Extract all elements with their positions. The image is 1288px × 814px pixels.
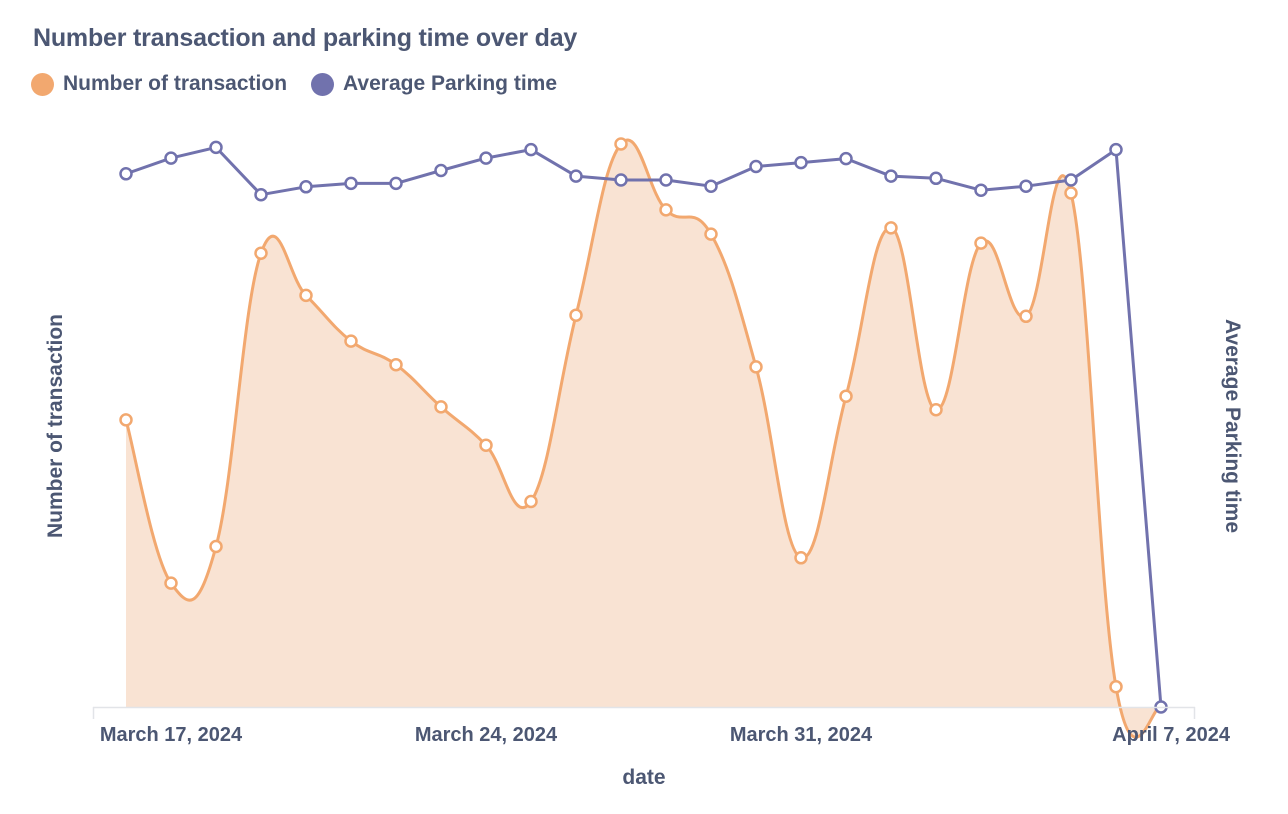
number-of-transaction-point[interactable] (344, 334, 358, 348)
number-of-transaction-line (124, 138, 1163, 739)
legend: Number of transaction Average Parking ti… (31, 72, 581, 96)
number-of-transaction-point[interactable] (164, 576, 178, 590)
average-parking-time-point[interactable] (749, 159, 763, 174)
average-parking-time-point[interactable] (794, 155, 808, 170)
number-of-transaction-point[interactable] (1109, 679, 1123, 694)
axes-layer: March 17, 2024 March 24, 2024 March 31, 20… (92, 706, 1231, 746)
average-parking-time-point[interactable] (659, 173, 673, 187)
number-of-transaction-area (126, 140, 1161, 738)
x-axis-title: date (622, 766, 665, 789)
average-parking-time-point[interactable] (1019, 179, 1033, 193)
average-parking-time-point[interactable] (929, 171, 943, 186)
y-axis-title-left: Number of transaction (44, 314, 67, 538)
average-parking-time-point[interactable] (569, 169, 583, 183)
number-of-transaction-point[interactable] (1064, 186, 1078, 200)
legend-item-parking-time[interactable]: Average Parking time (311, 72, 557, 96)
average-parking-time-point[interactable] (434, 163, 448, 178)
average-parking-time-point[interactable] (704, 179, 718, 193)
point-layer (119, 137, 1168, 714)
number-of-transaction-point[interactable] (209, 539, 223, 554)
legend-swatch-parking-time (311, 72, 335, 96)
area-layer (126, 140, 1161, 738)
average-parking-time-line (124, 145, 1163, 709)
number-of-transaction-point[interactable] (389, 357, 403, 372)
average-parking-time-point[interactable] (524, 142, 538, 157)
number-of-transaction-point[interactable] (434, 400, 448, 414)
average-parking-time-point[interactable] (164, 151, 178, 165)
number-of-transaction-point[interactable] (119, 413, 133, 427)
number-of-transaction-point[interactable] (794, 551, 808, 565)
number-of-transaction-point[interactable] (704, 227, 718, 241)
average-parking-time-point[interactable] (1109, 142, 1123, 157)
average-parking-time-point[interactable] (1064, 173, 1078, 187)
average-parking-time-point[interactable] (344, 176, 358, 191)
average-parking-time-point[interactable] (299, 180, 313, 194)
line-layer (124, 138, 1163, 739)
number-of-transaction-point[interactable] (839, 389, 853, 403)
average-parking-time-point[interactable] (614, 173, 628, 187)
legend-label-transactions: Number of transaction (63, 72, 288, 95)
average-parking-time-point[interactable] (884, 169, 898, 183)
average-parking-time-point[interactable] (974, 183, 988, 197)
x-tick-label: March 24, 2024 (415, 724, 558, 746)
legend-item-transactions[interactable]: Number of transaction (31, 72, 287, 96)
x-tick-label: April 7, 2024 (1112, 724, 1231, 746)
average-parking-time-point[interactable] (839, 151, 853, 166)
number-of-transaction-point[interactable] (254, 246, 268, 260)
average-parking-time-point[interactable] (479, 151, 493, 165)
number-of-transaction-point[interactable] (749, 360, 763, 374)
number-of-transaction-point[interactable] (614, 137, 628, 151)
x-tick-label: March 31, 2024 (730, 724, 873, 746)
number-of-transaction-point[interactable] (974, 236, 988, 250)
number-of-transaction-point[interactable] (569, 308, 583, 322)
number-of-transaction-point[interactable] (1019, 309, 1033, 324)
average-parking-time-point[interactable] (209, 140, 223, 155)
number-of-transaction-point[interactable] (659, 203, 673, 217)
legend-label-parking-time: Average Parking time (343, 72, 558, 95)
average-parking-time-point[interactable] (119, 167, 133, 181)
y-axis-title-right: Average Parking time (1221, 319, 1244, 533)
chart-title: Number transaction and parking time over… (33, 24, 578, 52)
number-of-transaction-point[interactable] (884, 221, 898, 235)
number-of-transaction-point[interactable] (524, 494, 538, 509)
number-of-transaction-point[interactable] (299, 288, 313, 303)
legend-swatch-transactions (31, 72, 54, 96)
number-of-transaction-point[interactable] (479, 438, 493, 452)
average-parking-time-point[interactable] (389, 176, 403, 191)
average-parking-time-point[interactable] (254, 187, 268, 202)
x-tick-label: March 17, 2024 (100, 724, 243, 746)
number-of-transaction-point[interactable] (929, 402, 943, 417)
